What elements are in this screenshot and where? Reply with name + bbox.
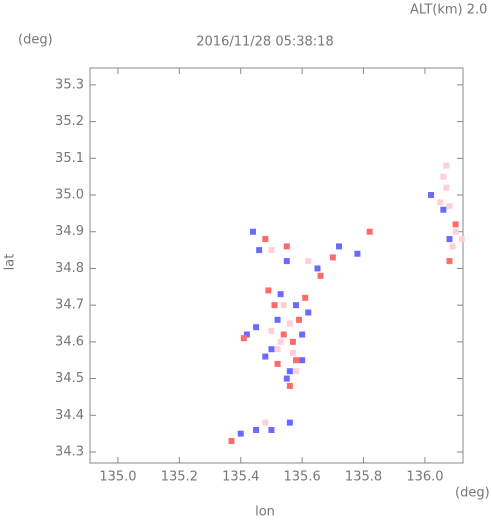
echo-point [446,203,453,210]
echo-point [237,430,244,437]
plot-frame [89,67,464,464]
echo-point [440,206,447,213]
x-axis-label: lon [255,505,275,520]
y-tick-label: 34.6 [55,334,84,349]
echo-point [443,162,450,169]
y-unit: (deg) [18,33,53,48]
echo-point [314,265,321,272]
echo-point [289,338,296,345]
y-tick-label: 34.8 [55,261,84,276]
y-tick-label: 34.4 [55,408,84,423]
echo-point [256,247,263,254]
echo-point [286,368,293,375]
echo-point [428,192,435,199]
y-tick-label: 35.0 [55,188,84,203]
echo-point [305,309,312,316]
echo-point [286,320,293,327]
x-tick-label: 135.6 [284,470,321,485]
echo-point [335,243,342,250]
echo-point [292,368,299,375]
echo-point [240,335,247,342]
echo-point [268,426,275,433]
echo-point [268,247,275,254]
echo-point [265,287,272,294]
echo-point [292,302,299,309]
echo-point [283,258,290,265]
echo-point [446,258,453,265]
x-tick-label: 136.0 [406,470,443,485]
altitude-label: ALT(km) 2.0 [410,3,487,18]
y-tick-label: 34.9 [55,224,84,239]
x-unit: (deg) [455,486,490,501]
echo-point [292,357,299,364]
echo-point [262,236,269,243]
echo-point [443,184,450,191]
echo-point [277,338,284,345]
echo-point [277,291,284,298]
echo-point [243,331,250,338]
echo-point [452,221,459,228]
echo-point [253,426,260,433]
echo-point [283,243,290,250]
echo-point [354,250,361,257]
echo-point [253,324,260,331]
y-tick-label: 35.3 [55,77,84,92]
echo-point [228,437,235,444]
echo-point [268,327,275,334]
echo-point [452,228,459,235]
echo-point [268,346,275,353]
echo-point [329,254,336,261]
y-tick-label: 34.3 [55,444,84,459]
echo-point [440,173,447,180]
echo-point [449,243,456,250]
echo-point [458,236,465,243]
y-axis-label: lat [3,254,18,271]
echo-point [286,382,293,389]
echo-point [283,375,290,382]
echo-point [317,272,324,279]
echo-point [262,353,269,360]
echo-point [446,236,453,243]
echo-point [274,316,281,323]
y-tick-label: 35.2 [55,114,84,129]
echo-point [274,360,281,367]
echo-point [305,258,312,265]
y-tick-label: 34.5 [55,371,84,386]
x-tick-label: 135.0 [99,470,136,485]
echo-point [299,331,306,338]
echo-point [286,419,293,426]
chart-title: 2016/11/28 05:38:18 [196,35,333,50]
echo-point [289,349,296,356]
echo-point [296,316,303,323]
echo-point [280,331,287,338]
echo-point [302,294,309,301]
echo-point [262,419,269,426]
y-tick-label: 34.7 [55,298,84,313]
y-tick-label: 35.1 [55,151,84,166]
echo-point [280,302,287,309]
x-tick-label: 135.8 [345,470,382,485]
echo-point [437,199,444,206]
echo-point [299,357,306,364]
x-tick-label: 135.4 [222,470,259,485]
echo-point [250,228,257,235]
echo-point [366,228,373,235]
x-tick-label: 135.2 [161,470,198,485]
echo-point [274,346,281,353]
echo-point [271,302,278,309]
